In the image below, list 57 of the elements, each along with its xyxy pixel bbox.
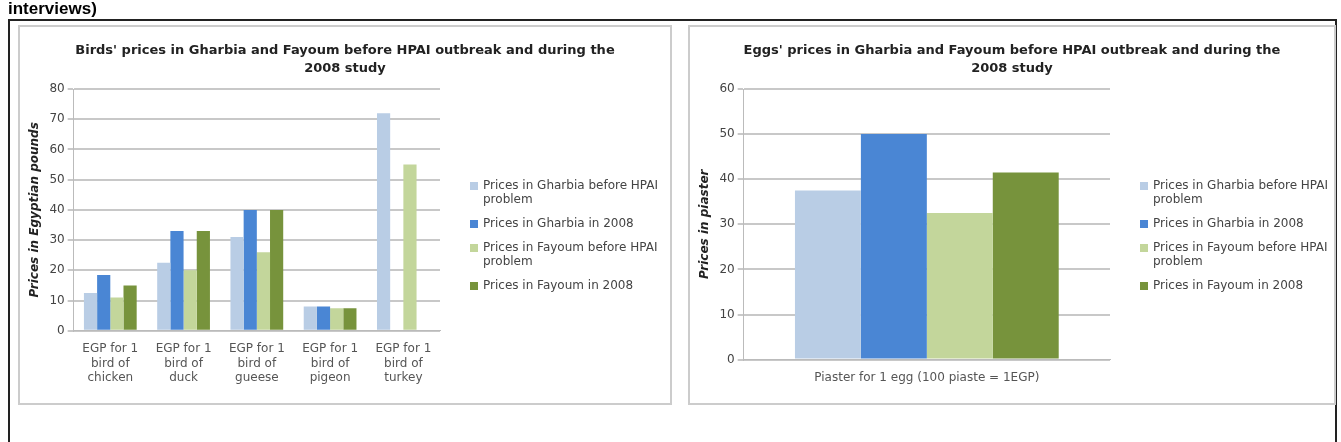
x-tick-label: EGP for 1 bird of turkey xyxy=(375,341,432,384)
y-axis-title: Prices in piaster xyxy=(697,168,712,280)
bar xyxy=(303,306,317,330)
legend-label: Prices in Gharbia before HPAI problem xyxy=(1153,177,1330,206)
bar xyxy=(376,113,391,330)
bar xyxy=(256,252,271,330)
x-tick-label: EGP for 1 bird of pigeon xyxy=(302,341,359,384)
bar xyxy=(926,213,993,359)
x-tick-label: EGP for 1 bird of chicken xyxy=(82,341,139,384)
y-tick-label: 40 xyxy=(49,202,65,217)
legend-label: Prices in Fayoum before HPAI problem xyxy=(483,239,659,268)
y-tick-label: 60 xyxy=(719,81,735,96)
bar xyxy=(403,164,417,330)
chart-title: Birds' prices in Gharbia and Fayoum before HPAI outbreak and during the 2008 study xyxy=(74,41,616,77)
y-tick-label: 10 xyxy=(49,292,65,307)
bar xyxy=(343,308,357,330)
text: interviews) xyxy=(8,0,97,18)
y-tick-label: 40 xyxy=(719,171,735,186)
bar xyxy=(992,172,1059,359)
y-tick-label: 50 xyxy=(719,126,735,141)
bar xyxy=(330,308,344,330)
y-tick-label: 30 xyxy=(719,216,735,231)
y-tick-label: 60 xyxy=(49,141,65,156)
y-tick-label: 10 xyxy=(719,306,735,321)
y-tick-label: 30 xyxy=(49,232,65,247)
legend-label: Prices in Fayoum before HPAI problem xyxy=(1153,239,1329,268)
legend-label: Prices in Fayoum in 2008 xyxy=(483,277,634,292)
x-tick-label: EGP for 1 bird of duck xyxy=(155,341,212,384)
x-tick-label: Piaster for 1 egg (100 piaste = 1EGP) xyxy=(814,369,1040,384)
x-tick-label: EGP for 1 bird of gueese xyxy=(228,341,285,384)
bar xyxy=(196,231,210,330)
bar xyxy=(270,209,284,330)
y-tick-label: 0 xyxy=(57,322,65,337)
bar xyxy=(170,231,184,330)
bar xyxy=(97,274,111,330)
y-tick-label: 20 xyxy=(49,262,65,277)
y-tick-label: 0 xyxy=(727,351,735,366)
bar xyxy=(157,262,171,330)
y-tick-label: 20 xyxy=(719,261,735,276)
y-axis-title: Prices in Egyptian pounds xyxy=(27,122,42,298)
chart-title: Eggs' prices in Gharbia and Fayoum before HPAI outbreak and during the 2008 study xyxy=(742,41,1282,77)
bar xyxy=(183,270,197,330)
legend-label: Prices in Gharbia in 2008 xyxy=(1153,215,1304,230)
y-tick-label: 50 xyxy=(49,171,65,186)
bar xyxy=(230,237,244,330)
bar xyxy=(243,209,257,330)
y-tick-label: 80 xyxy=(49,81,65,96)
bar xyxy=(860,134,927,359)
bar xyxy=(83,293,98,330)
legend-label: Prices in Gharbia in 2008 xyxy=(483,215,634,230)
legend-label: Prices in Gharbia before HPAI problem xyxy=(483,177,660,206)
bar xyxy=(794,190,861,359)
bar xyxy=(316,306,331,330)
bar xyxy=(110,297,124,330)
legend-label: Prices in Fayoum in 2008 xyxy=(1153,277,1304,292)
y-tick-label: 70 xyxy=(49,111,65,126)
bar xyxy=(123,285,137,330)
